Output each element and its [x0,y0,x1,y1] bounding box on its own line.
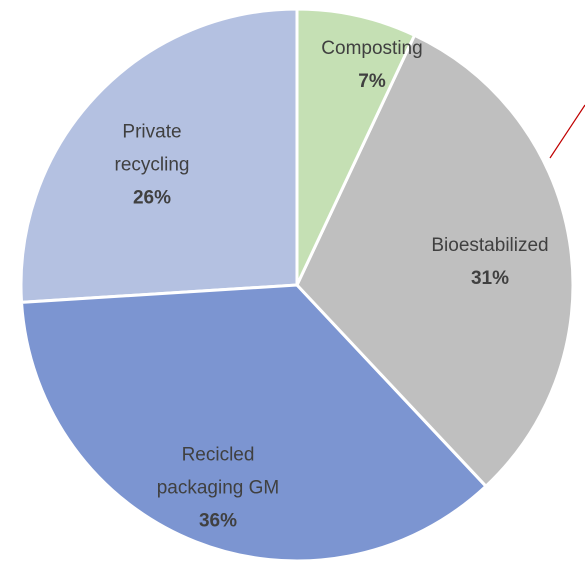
pie-slice [295,7,417,286]
value-label: 26% [132,187,172,209]
category-label: Composting [321,38,423,59]
category-label: Private recycling [114,121,190,176]
pie-slice [19,283,489,563]
pie-slice [295,33,575,489]
pie-slice [19,7,299,304]
category-label: Bioestabilized [431,235,549,256]
category-label: Recicled packaging GM [156,444,280,499]
slice-label: Private recycling 26% [97,116,207,215]
slice-label: Recicled packaging GM 36% [148,439,288,538]
value-label: 7% [358,71,386,92]
leader-line [549,104,585,159]
slice-label: Bioestabilized 31% [415,229,565,295]
slice-label: Composting 7% [307,32,437,98]
value-label: 31% [470,268,510,289]
value-label: 36% [198,510,238,532]
